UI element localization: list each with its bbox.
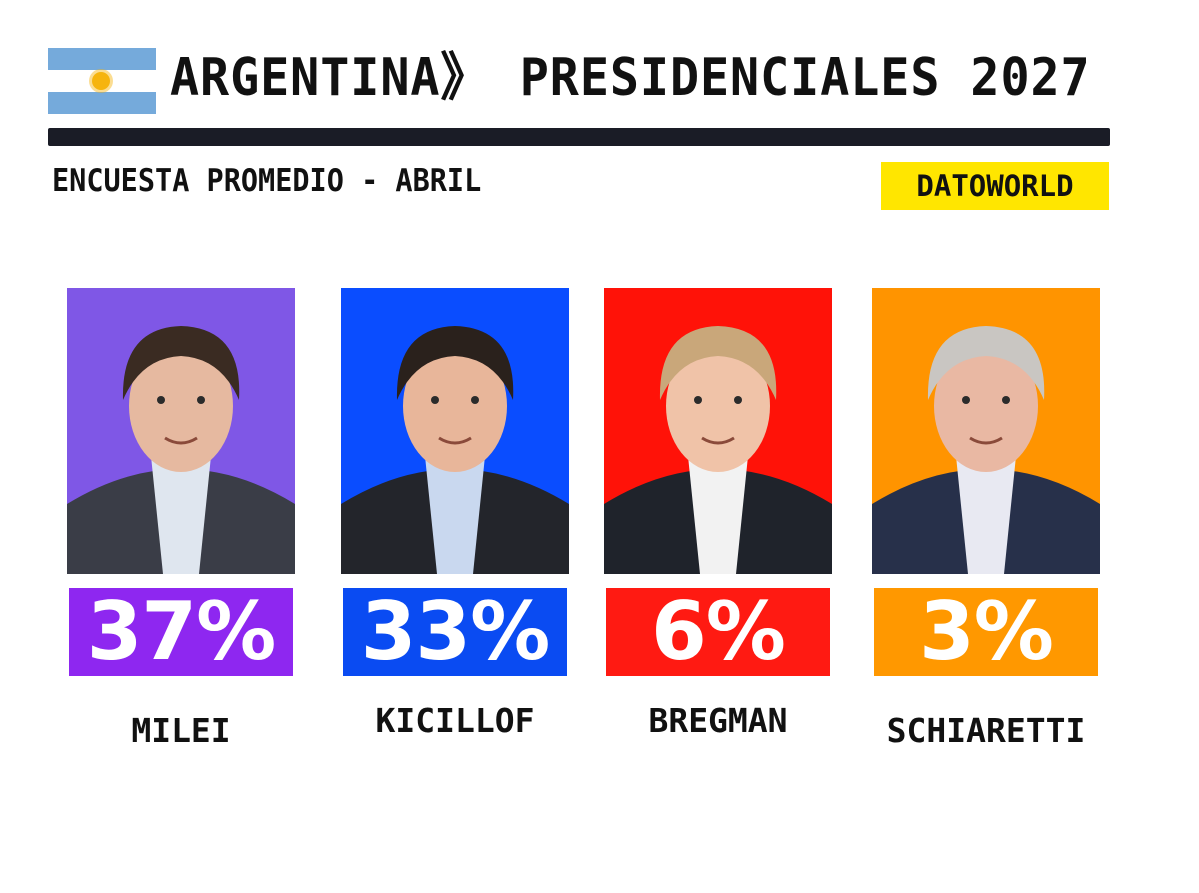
collar-shape [956, 456, 1016, 574]
source-label: DATOWORLD [916, 169, 1074, 203]
collar-shape [688, 456, 748, 574]
category-label: SCHIARETTI [886, 711, 1086, 750]
right-eye-shape [471, 396, 479, 404]
candidate-photo [604, 288, 832, 574]
page-subtitle: ENCUESTA PROMEDIO - ABRIL [52, 163, 482, 199]
value-label: 37% [69, 588, 293, 676]
right-eye-shape [197, 396, 205, 404]
portrait-silhouette-icon [341, 326, 569, 574]
portrait-silhouette-icon [604, 326, 832, 574]
candidate-photo [341, 288, 569, 574]
value-label: 3% [874, 588, 1098, 676]
left-eye-shape [962, 396, 970, 404]
value-label: 33% [343, 588, 567, 676]
page-title: ARGENTINA》 PRESIDENCIALES 2027 [170, 48, 1091, 108]
face-shape [666, 340, 770, 472]
mouth-shape [438, 436, 472, 445]
candidate-photo [872, 288, 1100, 574]
hair-shape [122, 326, 240, 400]
portrait-silhouette-icon [872, 326, 1100, 574]
source-badge: DATOWORLD [881, 162, 1109, 210]
category-label: BREGMAN [648, 701, 788, 740]
portrait-silhouette-icon [67, 326, 295, 574]
argentina-flag-icon [48, 48, 156, 114]
mouth-shape [969, 436, 1003, 445]
mouth-shape [164, 436, 198, 445]
left-eye-shape [157, 396, 165, 404]
flag-band-bottom [48, 92, 156, 114]
collar-shape [425, 456, 485, 574]
sun-of-may-icon [92, 72, 110, 90]
left-eye-shape [431, 396, 439, 404]
right-eye-shape [734, 396, 742, 404]
collar-shape [151, 456, 211, 574]
title-divider [48, 128, 1110, 146]
candidate-photo [67, 288, 295, 574]
face-shape [934, 340, 1038, 472]
right-eye-shape [1002, 396, 1010, 404]
face-shape [129, 340, 233, 472]
mouth-shape [701, 436, 735, 445]
hair-shape [396, 326, 514, 400]
hair-shape [659, 326, 777, 400]
value-label: 6% [606, 588, 830, 676]
face-shape [403, 340, 507, 472]
flag-band-top [48, 48, 156, 70]
left-eye-shape [694, 396, 702, 404]
hair-shape [927, 326, 1045, 400]
category-label: KICILLOF [375, 701, 535, 740]
category-label: MILEI [131, 711, 231, 750]
